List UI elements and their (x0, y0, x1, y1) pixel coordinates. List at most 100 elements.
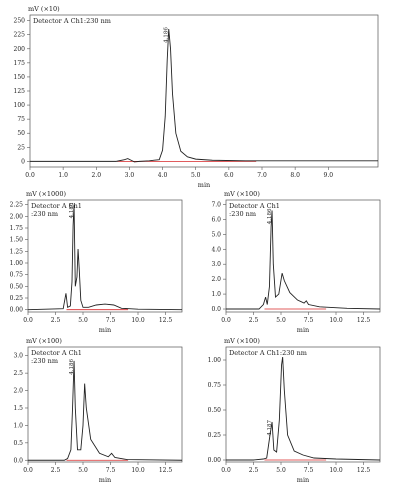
y-tick-label: 1.0 (211, 291, 221, 298)
y-tick-label: 2.25 (10, 202, 24, 209)
detector-label: Detector A Ch1:230 nm (33, 17, 111, 25)
x-tick-label: 5.0 (78, 317, 88, 324)
peak-retention-label: 4.186 (267, 208, 273, 224)
x-tick-label: 0.0 (23, 317, 33, 324)
y-tick-label: 50 (17, 130, 25, 137)
y-tick-label: 0.50 (10, 283, 24, 290)
x-tick-label: 2.5 (51, 467, 61, 474)
y-tick-label: 1.00 (208, 357, 222, 364)
y-tick-label: 0.00 (208, 457, 222, 464)
x-axis-label: min (198, 181, 210, 189)
x-tick-label: 2.0 (92, 172, 102, 179)
chromatogram-trace (28, 360, 183, 461)
x-axis-label: min (99, 476, 111, 484)
y-tick-label: 125 (14, 88, 26, 95)
y-tick-label: 75 (17, 116, 25, 123)
y-tick-label: 250 (14, 18, 26, 25)
x-axis-label: min (297, 476, 309, 484)
plot-frame (27, 199, 183, 313)
peak-retention-label: 4.186 (164, 27, 170, 43)
y-tick-label: 4.0 (211, 246, 221, 253)
x-axis-label: min (297, 326, 309, 334)
x-tick-label: 7.5 (304, 317, 314, 324)
plot-frame (27, 346, 183, 463)
x-tick-label: 0.0 (23, 467, 33, 474)
x-tick-label: 2.5 (51, 317, 61, 324)
x-tick-label: 1.0 (58, 172, 68, 179)
peak-retention-label: 4.186 (69, 358, 75, 374)
y-unit-label: mV (×100) (224, 337, 260, 345)
y-tick-label: 5.0 (211, 231, 221, 238)
x-axis-label: min (99, 326, 111, 334)
x-tick-label: 7.0 (257, 172, 267, 179)
chromatogram-panel-2: 0.00 0.25 0.50 0.75 1.00 1.25 1.50 1.75 2.00 2.25… (10, 190, 183, 334)
y-tick-label: 1.75 (10, 225, 24, 232)
x-tick-label: 6.0 (224, 172, 234, 179)
y-tick-label: 0.50 (208, 407, 222, 414)
y-tick-label: 175 (14, 60, 26, 67)
x-tick-label: 5.0 (78, 467, 88, 474)
y-tick-label: 0.25 (208, 432, 222, 439)
y-unit-label: mV (×10) (28, 5, 60, 13)
x-tick-label: 0.0 (25, 172, 35, 179)
y-tick-label: 0.75 (10, 272, 24, 279)
detector-label: Detector A Ch1:230 nm (31, 202, 82, 218)
y-tick-label: 3.0 (211, 261, 221, 268)
x-tick-label: 0.0 (221, 467, 231, 474)
y-tick-label: 25 (17, 144, 25, 151)
y-tick-label: 0.75 (208, 382, 222, 389)
detector-label: Detector A Ch1:230 nm (229, 202, 280, 218)
x-tick-label: 3.0 (125, 172, 135, 179)
chromatogram-trace (27, 204, 183, 311)
y-tick-label: 0.0 (13, 457, 23, 464)
x-tick-label: 10.0 (329, 317, 343, 324)
x-tick-label: 10.0 (329, 467, 343, 474)
y-tick-label: 0.25 (10, 295, 24, 302)
y-unit-label: mV (×100) (224, 190, 260, 198)
y-tick-label: 0.00 (10, 307, 24, 314)
x-tick-label: 5.0 (276, 317, 286, 324)
y-tick-label: 0 (21, 158, 25, 165)
x-tick-label: 12.5 (357, 317, 371, 324)
y-tick-label: 0.0 (211, 306, 221, 313)
chromatogram-panel-1: 0 25 50 75 100 125 150 175 200 225 250 0.0 1.0 2.0 3.0… (14, 5, 379, 189)
y-tick-label: 3.0 (13, 353, 23, 360)
x-tick-label: 9.0 (324, 172, 334, 179)
y-tick-label: 6.0 (211, 216, 221, 223)
chromatogram-panel-4: 0.0 0.5 1.0 1.5 2.0 2.5 3.0 0.0 2.5 5.0 7.5 10.0 12.… (13, 337, 183, 484)
x-tick-label: 10.0 (131, 317, 145, 324)
x-tick-label: 0.0 (221, 317, 231, 324)
y-tick-label: 0.5 (13, 440, 23, 447)
x-tick-label: 7.5 (106, 317, 116, 324)
y-tick-label: 150 (14, 74, 26, 81)
x-tick-label: 5.0 (191, 172, 201, 179)
detector-label: Detector A Ch1:230 nm (31, 349, 82, 365)
detector-label: Detector A Ch1:230 nm (229, 349, 307, 357)
y-tick-label: 225 (14, 32, 26, 39)
x-tick-label: 12.5 (159, 467, 173, 474)
chromatogram-trace (226, 210, 381, 310)
x-tick-label: 5.0 (276, 467, 286, 474)
x-tick-label: 12.5 (357, 467, 371, 474)
y-unit-label: mV (×1000) (26, 190, 66, 198)
chromatogram-panel-5: 0.00 0.25 0.50 0.75 1.00 0.0 2.5 5.0 7.5 10.0 12.5… (208, 337, 381, 484)
x-tick-label: 2.5 (249, 317, 259, 324)
y-tick-label: 1.0 (13, 422, 23, 429)
plot-frame (225, 346, 381, 463)
y-tick-label: 1.25 (10, 248, 24, 255)
y-tick-label: 2.0 (13, 388, 23, 395)
x-tick-label: 7.5 (106, 467, 116, 474)
y-tick-label: 2.00 (10, 213, 24, 220)
y-tick-label: 1.50 (10, 237, 24, 244)
peak-retention-label: 4.186 (69, 202, 75, 218)
y-tick-label: 1.00 (10, 260, 24, 267)
x-tick-label: 10.0 (131, 467, 145, 474)
peak-retention-label: 4.187 (267, 420, 273, 436)
y-unit-label: mV (×100) (26, 337, 62, 345)
chromatogram-trace (30, 29, 378, 163)
y-tick-label: 7.0 (211, 201, 221, 208)
chromatogram-trace (226, 356, 381, 461)
x-tick-label: 7.5 (304, 467, 314, 474)
x-tick-label: 8.0 (290, 172, 300, 179)
